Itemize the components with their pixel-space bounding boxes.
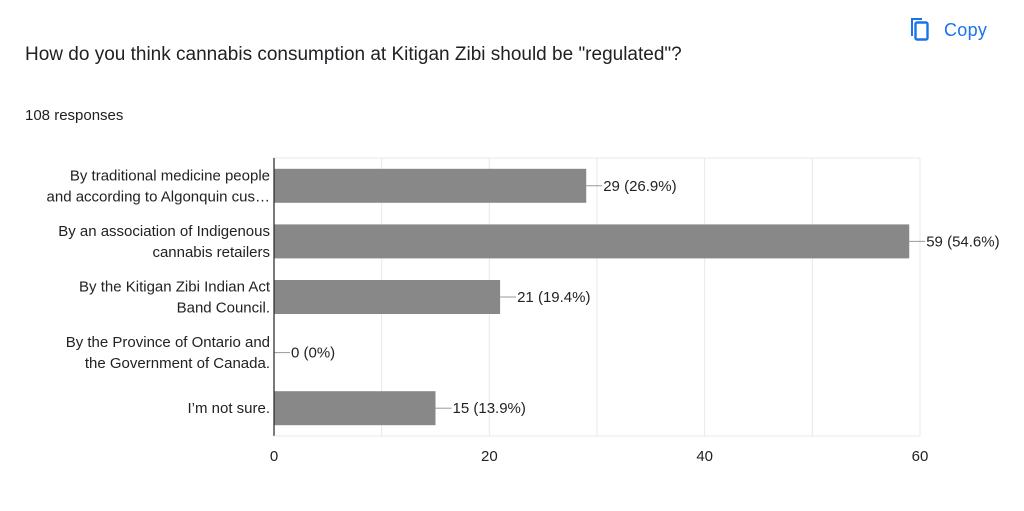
bar xyxy=(274,391,436,426)
bar xyxy=(274,224,910,259)
response-count: 108 responses xyxy=(25,107,124,124)
copy-icon xyxy=(906,14,930,47)
data-label: 59 (54.6%) xyxy=(926,233,999,250)
copy-button[interactable]: Copy xyxy=(906,14,987,47)
x-tick-label: 40 xyxy=(696,448,713,465)
bar xyxy=(274,280,501,314)
data-label: 29 (26.9%) xyxy=(603,178,676,195)
category-label: By the Province of Ontario and the Govern… xyxy=(66,334,270,372)
x-tick-label: 60 xyxy=(912,448,929,465)
data-label: 21 (19.4%) xyxy=(517,289,590,306)
category-label: By the Kitigan Zibi Indian Act Band Counc… xyxy=(79,279,271,317)
data-label: 0 (0%) xyxy=(291,345,335,362)
copy-label: Copy xyxy=(944,20,988,40)
category-label: By an association of Indigenous cannabis … xyxy=(58,223,270,261)
category-label: By traditional medicine people and accord… xyxy=(47,167,270,205)
question-title: How do you think cannabis consumption at… xyxy=(25,44,682,65)
bar xyxy=(274,168,587,203)
data-label: 15 (13.9%) xyxy=(453,400,526,417)
x-tick-label: 0 xyxy=(270,448,278,465)
x-tick-label: 20 xyxy=(481,448,498,465)
category-label: I’m not sure. xyxy=(187,400,270,417)
